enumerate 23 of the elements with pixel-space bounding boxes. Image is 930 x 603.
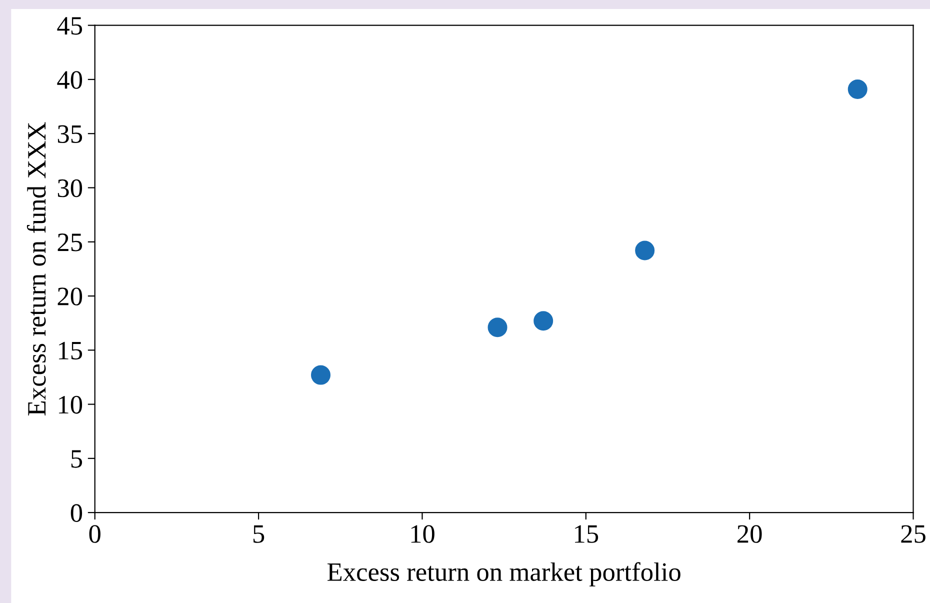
x-tick-label: 10 (411, 525, 434, 543)
y-tick-label: 20 (58, 288, 82, 306)
x-tick-label: 5 (253, 525, 264, 543)
point (310, 365, 330, 385)
y-tick-label: 0 (70, 504, 82, 522)
y-tick-label: 30 (58, 179, 82, 198)
y-tick-label: 15 (58, 342, 82, 360)
x-tick-label: 25 (901, 525, 926, 543)
y-tick-label: 10 (58, 396, 82, 414)
y-tick-label: 25 (58, 234, 82, 252)
x-tick-label: 0 (89, 525, 100, 543)
y-tick-label: 40 (57, 71, 82, 89)
y-tick-label: 35 (58, 125, 82, 144)
point (488, 318, 508, 338)
point (534, 311, 554, 331)
y-tick-label: 5 (71, 450, 82, 468)
y-tick-label: 45 (57, 17, 82, 35)
x-tick-label: 15 (575, 525, 598, 543)
x-tick-label: 20 (738, 525, 762, 543)
point (848, 79, 868, 99)
x-axis-title: Excess return on market portfolio (327, 562, 680, 586)
point (635, 240, 655, 260)
y-axis-title: Excess return on fund XXX (26, 122, 46, 416)
